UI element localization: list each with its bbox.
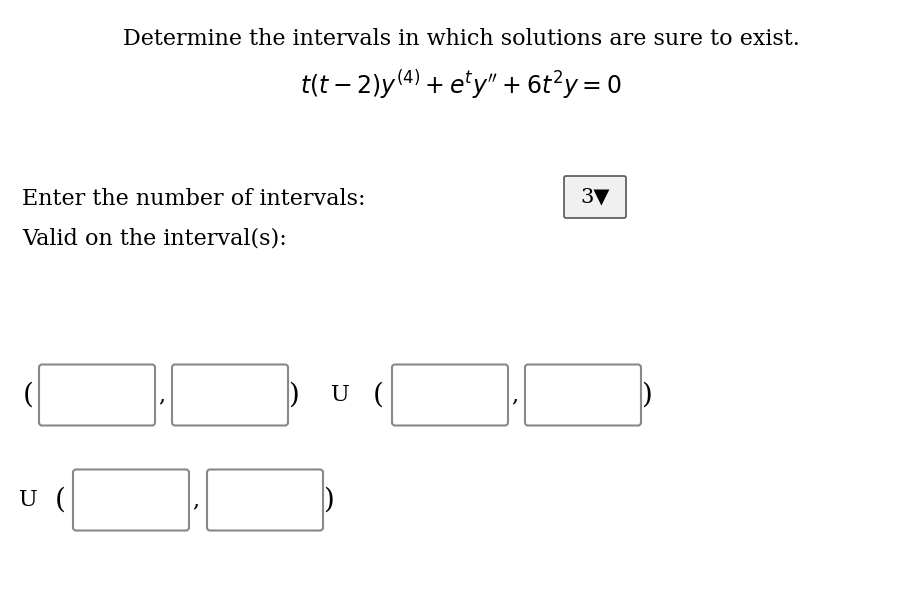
FancyBboxPatch shape: [73, 470, 189, 530]
FancyBboxPatch shape: [39, 365, 155, 425]
FancyBboxPatch shape: [207, 470, 323, 530]
Text: U: U: [18, 489, 38, 511]
Text: ,: ,: [159, 384, 166, 406]
Text: Enter the number of intervals:: Enter the number of intervals:: [22, 188, 365, 210]
Text: Determine the intervals in which solutions are sure to exist.: Determine the intervals in which solutio…: [123, 28, 799, 50]
Text: (: (: [372, 382, 384, 408]
Text: (: (: [22, 382, 33, 408]
Text: Valid on the interval(s):: Valid on the interval(s):: [22, 228, 287, 250]
Text: (: (: [54, 487, 65, 513]
Text: ,: ,: [512, 384, 518, 406]
Text: ,: ,: [193, 489, 199, 511]
Text: 3▼: 3▼: [580, 188, 609, 206]
FancyBboxPatch shape: [564, 176, 626, 218]
Text: $t(t-2)y^{(4)} + e^t y'' + 6t^2 y = 0$: $t(t-2)y^{(4)} + e^t y'' + 6t^2 y = 0$: [301, 68, 621, 101]
FancyBboxPatch shape: [525, 365, 641, 425]
Text: ): ): [323, 487, 334, 513]
Text: U: U: [331, 384, 349, 406]
Text: ): ): [288, 382, 299, 408]
FancyBboxPatch shape: [392, 365, 508, 425]
Text: ): ): [641, 382, 652, 408]
FancyBboxPatch shape: [172, 365, 288, 425]
